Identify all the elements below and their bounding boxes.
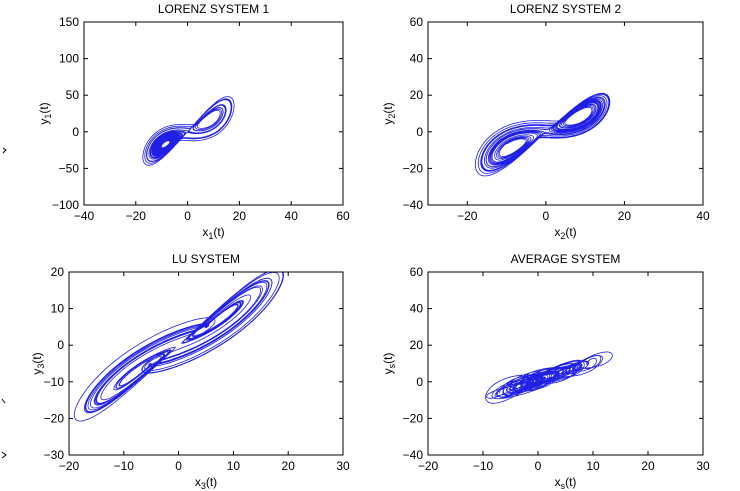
edge-marks [1, 147, 7, 459]
series-trajectory [485, 351, 613, 404]
y-tick-label: −30 [44, 448, 65, 462]
x-tick-label: 40 [285, 209, 299, 223]
x-tick-label: −40 [74, 209, 95, 223]
y-tick-label: 20 [51, 265, 65, 279]
series-trajectory [73, 272, 284, 422]
x-tick-label: 10 [586, 459, 600, 473]
x-axis-label: x2(t) [554, 225, 576, 241]
series-trajectory [142, 96, 235, 166]
x-tick-label: 10 [227, 459, 241, 473]
plot-frame [68, 271, 344, 456]
y-tick-label: 50 [66, 88, 80, 102]
y-tick-label: 60 [410, 15, 424, 29]
y-tick-label: −50 [59, 161, 80, 175]
chart-title: AVERAGE SYSTEM [511, 252, 621, 266]
series-trajectory [474, 92, 611, 177]
x-tick-label: −20 [418, 459, 439, 473]
x-tick-label: 20 [618, 209, 632, 223]
y-axis-label: y1(t) [37, 102, 53, 124]
y-tick-label: 10 [51, 302, 65, 316]
x-tick-label: 30 [336, 459, 350, 473]
chart-title: LU SYSTEM [172, 252, 240, 266]
y-tick-label: −40 [403, 448, 424, 462]
y-axis-label: y3(t) [30, 352, 46, 374]
y-tick-label: 0 [416, 375, 423, 389]
subplot-2: −20 0 20 40 −40 −20 0 20 40 60 LORENZ SYSTEM 2 x2(t… [381, 2, 710, 241]
x-tick-label: 0 [543, 209, 550, 223]
x-tick-label: −10 [473, 459, 494, 473]
y-tick-label: 20 [410, 88, 424, 102]
x-axis-label: x1(t) [202, 225, 224, 241]
x-tick-label: 20 [641, 459, 655, 473]
y-tick-label: −100 [52, 198, 79, 212]
x-tick-label: 0 [175, 459, 182, 473]
x-tick-label: −10 [114, 459, 135, 473]
y-tick-label: 150 [59, 15, 79, 29]
plot-frame [427, 271, 704, 456]
x-axis-label: x3(t) [195, 475, 217, 491]
y-axis-label: ys(t) [381, 353, 397, 375]
chart-title: LORENZ SYSTEM 2 [510, 2, 622, 16]
y-tick-label: −20 [403, 411, 424, 425]
subplot-1: −40 −20 0 20 40 60 −100 −50 0 50 100 150 LORENZ SYST… [37, 2, 350, 241]
x-tick-label: −20 [457, 209, 478, 223]
y-tick-label: 0 [57, 338, 64, 352]
x-tick-label: −20 [126, 209, 147, 223]
x-tick-label: 30 [696, 459, 710, 473]
y-axis-label: y2(t) [381, 102, 397, 124]
y-tick-label: −20 [403, 161, 424, 175]
y-tick-label: 40 [410, 302, 424, 316]
x-tick-label: 0 [535, 459, 542, 473]
y-tick-label: 40 [410, 52, 424, 66]
y-tick-label: −40 [403, 198, 424, 212]
y-tick-label: 60 [410, 265, 424, 279]
x-tick-label: 20 [282, 459, 296, 473]
y-tick-label: −10 [44, 375, 65, 389]
plot-frame [427, 21, 704, 206]
chart-title: LORENZ SYSTEM 1 [158, 2, 270, 16]
x-tick-label: 60 [336, 209, 350, 223]
x-axis-label: xs(t) [555, 475, 577, 491]
y-tick-label: −20 [44, 411, 65, 425]
x-tick-label: −20 [59, 459, 80, 473]
y-tick-label: 0 [416, 125, 423, 139]
plot-frame [83, 21, 344, 206]
y-tick-label: 0 [72, 125, 79, 139]
x-tick-label: 20 [233, 209, 247, 223]
x-tick-label: 0 [184, 209, 191, 223]
y-tick-label: 100 [59, 52, 79, 66]
y-tick-label: 20 [410, 338, 424, 352]
x-tick-label: 40 [696, 209, 710, 223]
